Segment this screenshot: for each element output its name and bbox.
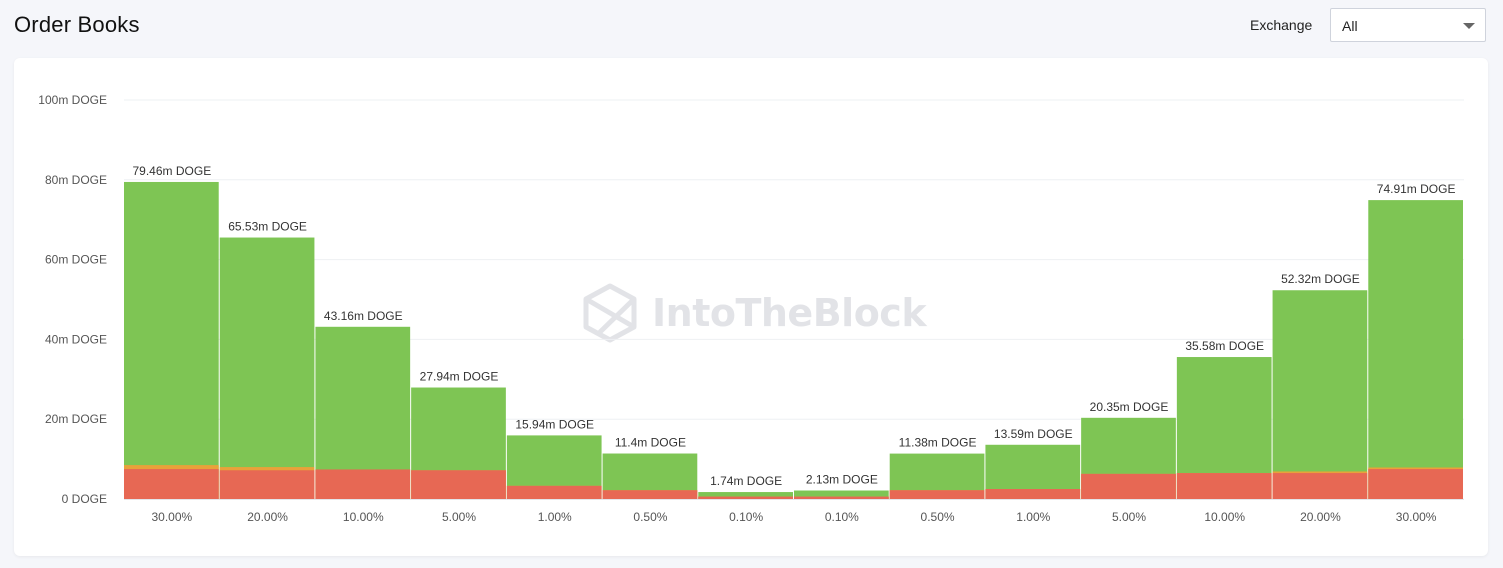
bar-total xyxy=(1272,290,1368,499)
bar-base xyxy=(794,496,889,499)
bar-base xyxy=(889,490,985,499)
bar-total xyxy=(124,181,219,499)
x-tick-label: 0.10% xyxy=(729,510,763,524)
x-tick-label: 30.00% xyxy=(1396,510,1437,524)
bar-value-label: 2.13m DOGE xyxy=(806,473,878,487)
bar-value-label: 52.32m DOGE xyxy=(1281,272,1360,286)
bar-value-label: 74.91m DOGE xyxy=(1377,182,1456,196)
order-book-chart: 0 DOGE 20m DOGE 40m DOGE 60m DOGE 80m DOGE 10… xyxy=(38,93,1464,524)
y-tick-label: 40m DOGE xyxy=(45,332,107,346)
bar-value-label: 20.35m DOGE xyxy=(1090,400,1169,414)
x-tick-label: 0.10% xyxy=(825,510,859,524)
bar-base xyxy=(506,485,602,499)
y-tick-label: 80m DOGE xyxy=(45,173,107,187)
bar-base xyxy=(124,469,219,499)
bar-base xyxy=(1081,473,1176,499)
bar-value-label: 11.38m DOGE xyxy=(899,436,977,450)
x-tick-label: 30.00% xyxy=(152,510,193,524)
bar-value-label: 27.94m DOGE xyxy=(420,370,499,384)
bar-total xyxy=(1368,200,1463,499)
x-tick-label: 0.50% xyxy=(921,510,955,524)
bar-total xyxy=(219,237,315,500)
chevron-down-icon xyxy=(1463,23,1475,29)
y-tick-label: 100m DOGE xyxy=(38,93,107,107)
bar-value-label: 15.94m DOGE xyxy=(515,417,594,431)
x-tick-label: 20.00% xyxy=(247,510,288,524)
page-title: Order Books xyxy=(14,12,140,37)
bar-value-label: 65.53m DOGE xyxy=(228,220,307,234)
exchange-label: Exchange xyxy=(1250,17,1313,33)
y-tick-label: 20m DOGE xyxy=(45,412,107,426)
bar-value-label: 43.16m DOGE xyxy=(324,309,403,323)
bar-value-label: 11.4m DOGE xyxy=(615,436,686,450)
bar-base xyxy=(602,490,698,499)
x-tick-label: 10.00% xyxy=(1204,510,1245,524)
bar-base xyxy=(1272,473,1368,499)
bar-value-label: 35.58m DOGE xyxy=(1185,339,1264,353)
x-tick-label: 5.00% xyxy=(442,510,476,524)
bar-total xyxy=(698,492,793,499)
x-tick-label: 10.00% xyxy=(343,510,384,524)
bar-base xyxy=(1176,473,1272,499)
bar-base xyxy=(219,470,315,499)
bar-base xyxy=(1368,469,1463,499)
bar-total xyxy=(794,490,889,499)
bar-base xyxy=(411,470,506,499)
x-tick-label: 20.00% xyxy=(1300,510,1341,524)
exchange-select[interactable]: All xyxy=(1330,8,1486,42)
bar-value-label: 79.46m DOGE xyxy=(133,164,212,178)
bar-value-label: 1.74m DOGE xyxy=(710,474,782,488)
bar-base xyxy=(315,469,411,499)
x-tick-label: 0.50% xyxy=(633,510,667,524)
bar-base xyxy=(985,489,1081,499)
y-tick-label: 60m DOGE xyxy=(45,253,107,267)
x-tick-label: 1.00% xyxy=(1016,510,1050,524)
bar-value-label: 13.59m DOGE xyxy=(994,427,1073,441)
x-tick-label: 1.00% xyxy=(538,510,572,524)
y-tick-label: 0 DOGE xyxy=(62,492,107,506)
exchange-select-value: All xyxy=(1342,18,1358,34)
bar-base xyxy=(698,496,793,499)
chart-card: IntoTheBlock 0 DOGE 20m DOGE 40m DOGE 60m D… xyxy=(14,58,1488,556)
x-tick-label: 5.00% xyxy=(1112,510,1146,524)
